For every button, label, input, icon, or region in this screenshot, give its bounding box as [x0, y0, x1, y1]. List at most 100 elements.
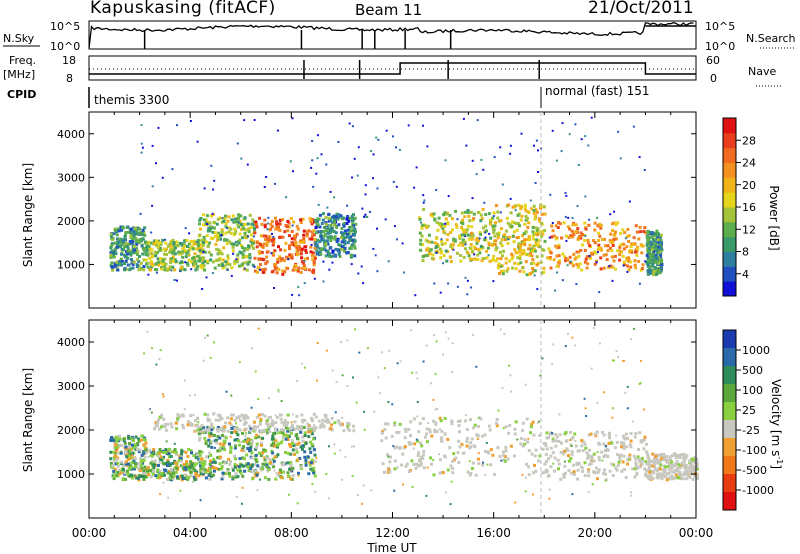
heatmap-cell	[352, 424, 355, 428]
scatter-cell	[325, 349, 328, 352]
scatter-cell	[483, 201, 486, 204]
heatmap-cell	[613, 446, 617, 450]
heatmap-cell	[308, 463, 312, 467]
scatter-cell	[565, 194, 568, 197]
heatmap-cell	[380, 439, 384, 443]
heatmap-cell	[685, 469, 689, 473]
heatmap-cell	[537, 239, 541, 243]
heatmap-cell	[620, 250, 623, 254]
heatmap-cell	[293, 234, 296, 238]
heatmap-cell	[467, 254, 471, 258]
heatmap-cell	[337, 252, 341, 256]
scatter-cell	[146, 330, 149, 333]
heatmap-cell	[659, 241, 663, 245]
scatter-cell	[285, 196, 288, 199]
heatmap-cell	[265, 456, 269, 460]
heatmap-cell	[629, 432, 633, 435]
heatmap-cell	[189, 460, 193, 464]
heatmap-cell	[345, 233, 349, 236]
heatmap-cell	[301, 420, 305, 424]
heatmap-cell	[179, 464, 183, 468]
scatter-cell	[471, 159, 474, 162]
heatmap-cell	[234, 229, 238, 233]
scatter-cell	[480, 158, 483, 161]
heatmap-cell	[653, 266, 657, 270]
heatmap-cell	[229, 446, 233, 450]
scatter-cell	[536, 421, 539, 424]
time-tick-label: 12:00	[375, 526, 410, 540]
heatmap-cell	[303, 434, 307, 437]
heatmap-cell	[262, 258, 266, 262]
heatmap-cell	[267, 425, 271, 429]
heatmap-cell	[462, 255, 466, 259]
heatmap-cell	[169, 244, 173, 248]
heatmap-cell	[600, 248, 603, 252]
scatter-cell	[197, 421, 200, 424]
scatter-cell	[551, 432, 553, 435]
heatmap-cell	[448, 213, 452, 217]
scatter-cell	[366, 216, 369, 218]
heatmap-cell	[587, 454, 591, 458]
scatter-cell	[206, 334, 209, 337]
heatmap-cell	[217, 418, 221, 422]
heatmap-cell	[602, 455, 606, 459]
scatter-cell	[150, 451, 153, 454]
heatmap-cell	[352, 244, 356, 248]
heatmap-cell	[517, 244, 520, 248]
heatmap-cell	[172, 259, 176, 263]
heatmap-cell	[244, 421, 248, 425]
heatmap-cell	[432, 419, 436, 423]
heatmap-cell	[168, 250, 172, 254]
heatmap-cell	[278, 218, 282, 222]
heatmap-cell	[533, 217, 537, 221]
heatmap-cell	[461, 222, 465, 226]
heatmap-cell	[521, 429, 525, 433]
heatmap-cell	[494, 239, 498, 243]
heatmap-cell	[316, 223, 320, 227]
heatmap-cell	[201, 259, 205, 263]
heatmap-cell	[291, 474, 295, 478]
heatmap-cell	[321, 230, 325, 233]
heatmap-cell	[532, 244, 536, 248]
scatter-cell	[462, 117, 465, 120]
heatmap-cell	[253, 269, 257, 273]
heatmap-cell	[250, 244, 254, 248]
heatmap-cell	[469, 234, 473, 238]
heatmap-cell	[638, 225, 642, 229]
heatmap-cell	[230, 242, 233, 246]
heatmap-cell	[242, 227, 246, 231]
heatmap-cell	[170, 450, 174, 454]
heatmap-cell	[419, 248, 423, 252]
heatmap-cell	[280, 461, 284, 465]
heatmap-cell	[659, 269, 663, 273]
heatmap-cell	[124, 449, 128, 453]
scatter-cell	[554, 289, 557, 292]
heatmap-cell	[521, 234, 525, 238]
heatmap-cell	[612, 237, 616, 241]
heatmap-cell	[599, 256, 603, 260]
heatmap-cell	[130, 437, 133, 441]
scatter-cell	[509, 144, 512, 147]
heatmap-cell	[522, 232, 526, 236]
heatmap-cell	[199, 466, 203, 469]
heatmap-cell	[326, 249, 330, 253]
scatter-cell	[472, 333, 475, 336]
heatmap-cell	[342, 249, 346, 253]
heatmap-cell	[531, 226, 535, 229]
heatmap-cell	[554, 444, 558, 448]
heatmap-cell	[131, 266, 135, 270]
heatmap-cell	[168, 469, 172, 473]
heatmap-cell	[253, 256, 257, 260]
heatmap-cell	[646, 238, 650, 242]
heatmap-cell	[562, 221, 566, 225]
heatmap-cell	[407, 427, 411, 431]
heatmap-cell	[557, 254, 561, 258]
heatmap-cell	[427, 233, 431, 237]
scatter-cell	[615, 350, 618, 353]
scatter-cell	[487, 254, 490, 257]
heatmap-cell	[645, 254, 649, 257]
scatter-cell	[477, 438, 479, 440]
heatmap-cell	[650, 235, 654, 239]
heatmap-cell	[231, 466, 235, 470]
heatmap-cell	[289, 445, 293, 448]
